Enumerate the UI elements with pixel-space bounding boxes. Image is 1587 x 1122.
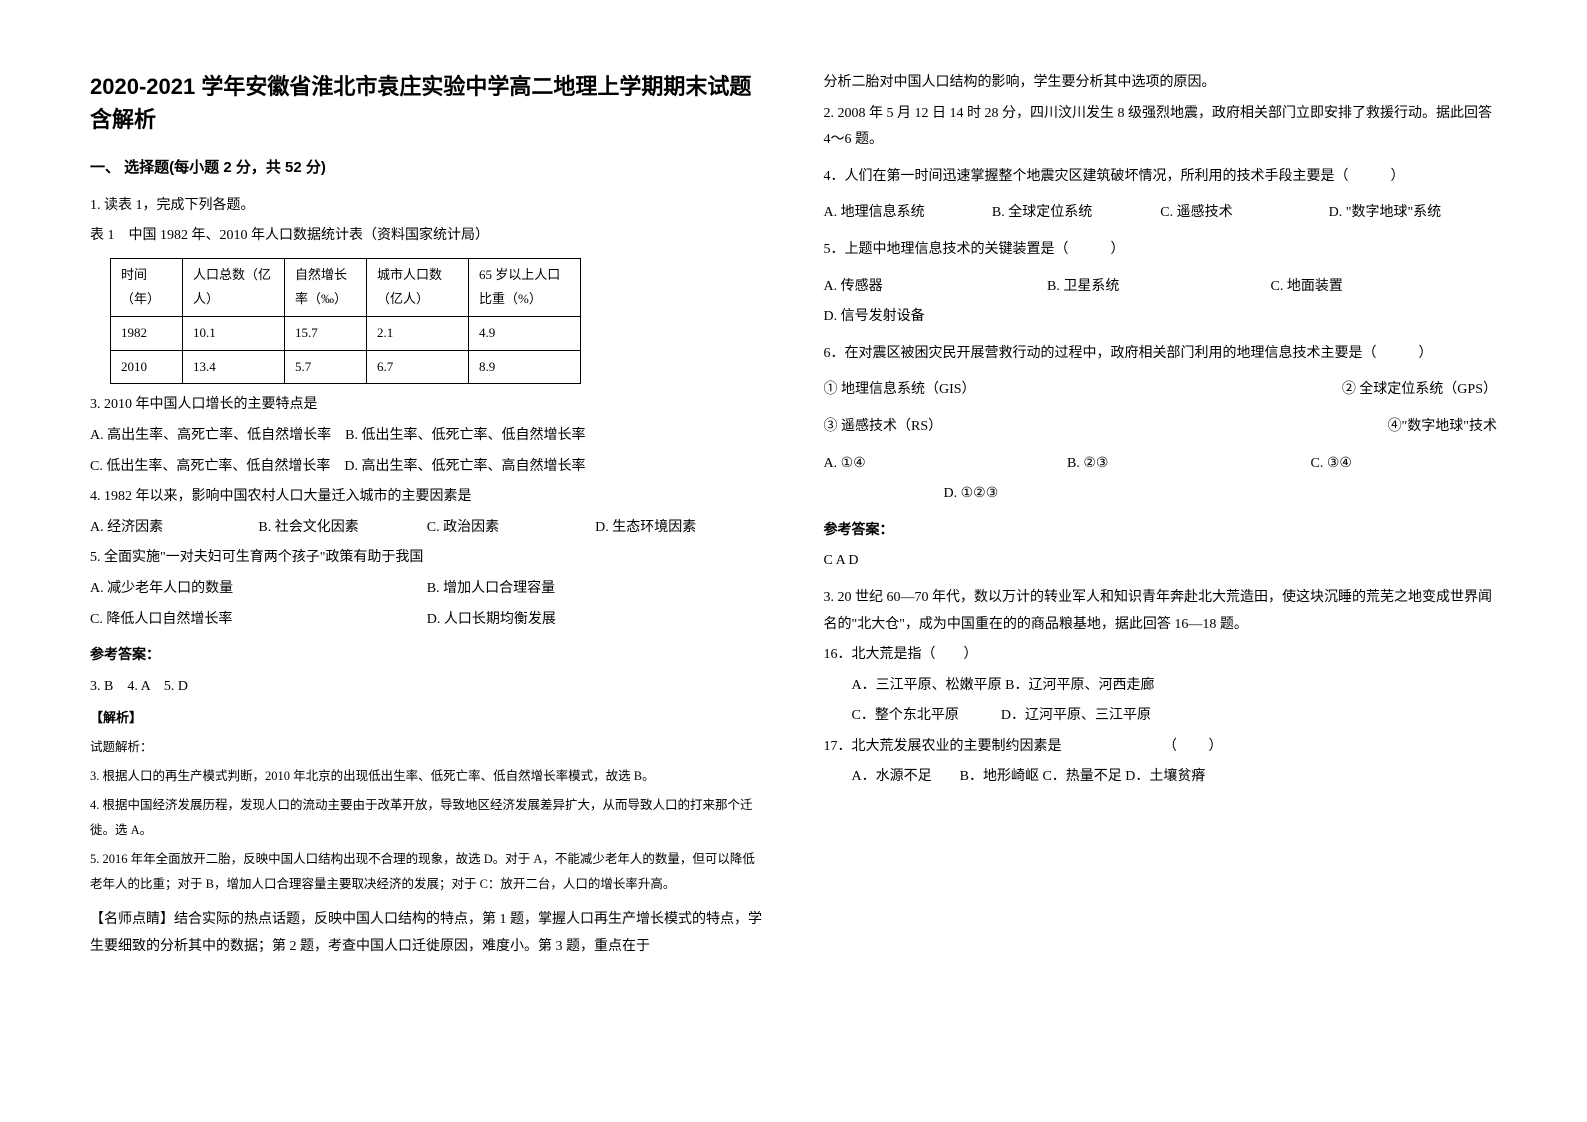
- option-b: B. 增加人口合理容量: [427, 576, 764, 603]
- table-header: 65 岁以上人口比重（%）: [469, 258, 581, 316]
- q3-intro-2: 3. 20 世纪 60—70 年代，数以万计的转业军人和知识青年奔赴北大荒造田，…: [824, 585, 1498, 638]
- q6-text: 6．在对震区被困灾民开展营救行动的过程中，政府相关部门利用的地理信息技术主要是（…: [824, 341, 1498, 368]
- analysis-5: 5. 2016 年年全面放开二胎，反映中国人口结构出现不合理的现象，故选 D。对…: [90, 847, 764, 897]
- option-b: B. 卫星系统: [1047, 274, 1267, 301]
- answer-heading: 参考答案：: [90, 641, 764, 668]
- option-b: B. 全球定位系统: [992, 200, 1160, 227]
- continuation: 分析二胎对中国人口结构的影响，学生要分析其中选项的原因。: [824, 70, 1498, 97]
- q4-options: A. 经济因素 B. 社会文化因素 C. 政治因素 D. 生态环境因素: [90, 515, 764, 542]
- table-header-row: 时间（年） 人口总数（亿人） 自然增长率（‰） 城市人口数（亿人） 65 岁以上…: [111, 258, 581, 316]
- option-d: D. 生态环境因素: [595, 515, 763, 542]
- population-table: 时间（年） 人口总数（亿人） 自然增长率（‰） 城市人口数（亿人） 65 岁以上…: [110, 258, 581, 385]
- table-header: 时间（年）: [111, 258, 183, 316]
- analysis-sub: 试题解析：: [90, 735, 764, 760]
- q4-text: 4．人们在第一时间迅速掌握整个地震灾区建筑破坏情况，所利用的技术手段主要是（ ）: [824, 164, 1498, 191]
- answer-heading-2: 参考答案：: [824, 516, 1498, 543]
- q16-option-ab: A．三江平原、松嫩平原 B．辽河平原、河西走廊: [824, 673, 1498, 700]
- item-2: ② 全球定位系统（GPS）: [1342, 377, 1497, 404]
- table-header: 自然增长率（‰）: [285, 258, 367, 316]
- main-title: 2020-2021 学年安徽省淮北市袁庄实验中学高二地理上学期期末试题含解析: [90, 70, 764, 136]
- q5-options-row1: A. 减少老年人口的数量 B. 增加人口合理容量: [90, 576, 764, 603]
- option-c: C. 降低人口自然增长率: [90, 607, 427, 634]
- option-a: A. 地理信息系统: [824, 200, 992, 227]
- q16-text: 16．北大荒是指（ ）: [824, 642, 1498, 669]
- analysis-4: 4. 根据中国经济发展历程，发现人口的流动主要由于改革开放，导致地区经济发展差异…: [90, 793, 764, 843]
- option-c: C. 政治因素: [427, 515, 595, 542]
- q5-options-row2: C. 降低人口自然增长率 D. 人口长期均衡发展: [90, 607, 764, 634]
- q16-option-cd: C．整个东北平原 D．辽河平原、三江平原: [824, 703, 1498, 730]
- q5-option-d: D. 信号发射设备 占: [824, 304, 1498, 331]
- table-cell: 8.9: [469, 350, 581, 384]
- option-a: A. 减少老年人口的数量: [90, 576, 427, 603]
- option-c: C. ③④: [1311, 456, 1352, 471]
- table-cell: 6.7: [367, 350, 469, 384]
- table-header: 城市人口数（亿人）: [367, 258, 469, 316]
- table-cell: 4.9: [469, 317, 581, 351]
- q4-text: 4. 1982 年以来，影响中国农村人口大量迁入城市的主要因素是: [90, 484, 764, 511]
- option-d: D. 信号发射设备: [824, 309, 925, 324]
- option-d: D. 人口长期均衡发展: [427, 607, 764, 634]
- answer-text: 3. B 4. A 5. D: [90, 674, 764, 701]
- table-cell: 5.7: [285, 350, 367, 384]
- q2-intro: 2. 2008 年 5 月 12 日 14 时 28 分，四川汶川发生 8 级强…: [824, 101, 1498, 154]
- option-d: D. ①②③: [944, 486, 999, 501]
- item-1: ① 地理信息系统（GIS）: [824, 377, 1342, 404]
- option-c: C. 地面装置: [1271, 279, 1343, 294]
- analysis-heading: 【解析】: [90, 706, 764, 731]
- option-a: A. ①④: [824, 451, 1064, 478]
- table-caption: 表 1 中国 1982 年、2010 年人口数据统计表（资料国家统计局）: [90, 223, 764, 250]
- q3-option-ab: A. 高出生率、高死亡率、低自然增长率 B. 低出生率、低死亡率、低自然增长率: [90, 423, 764, 450]
- answer-text-2: C A D: [824, 548, 1498, 575]
- q5-options: A. 传感器 B. 卫星系统 C. 地面装置: [824, 274, 1498, 301]
- table-cell: 10.1: [183, 317, 285, 351]
- q6-items-row2: ③ 遥感技术（RS） ④"数字地球"技术: [824, 414, 1498, 441]
- table-cell: 2010: [111, 350, 183, 384]
- q6-option-d: D. ①②③: [824, 481, 1498, 508]
- table-header: 人口总数（亿人）: [183, 258, 285, 316]
- table-cell: 1982: [111, 317, 183, 351]
- item-4: ④"数字地球"技术: [1388, 414, 1497, 441]
- option-d: D. "数字地球"系统: [1329, 200, 1497, 227]
- q17-options: A．水源不足 B．地形崎岖 C．热量不足 D．土壤贫瘠: [824, 764, 1498, 791]
- table-row: 2010 13.4 5.7 6.7 8.9: [111, 350, 581, 384]
- q6-items-row1: ① 地理信息系统（GIS） ② 全球定位系统（GPS）: [824, 377, 1498, 404]
- q1-intro: 1. 读表 1，完成下列各题。: [90, 193, 764, 220]
- option-a: A. 传感器: [824, 274, 1044, 301]
- left-column: 2020-2021 学年安徽省淮北市袁庄实验中学高二地理上学期期末试题含解析 一…: [90, 70, 764, 964]
- q3-option-cd: C. 低出生率、高死亡率、低自然增长率 D. 高出生率、低死亡率、高自然增长率: [90, 454, 764, 481]
- q17-text: 17．北大荒发展农业的主要制约因素是 （ ）: [824, 734, 1498, 761]
- analysis-3: 3. 根据人口的再生产模式判断，2010 年北京的出现低出生率、低死亡率、低自然…: [90, 764, 764, 789]
- option-b: B. 社会文化因素: [258, 515, 426, 542]
- q5-text: 5. 全面实施"一对夫妇可生育两个孩子"政策有助于我国: [90, 545, 764, 572]
- option-c: C. 遥感技术: [1160, 200, 1328, 227]
- teacher-note: 【名师点睛】结合实际的热点话题，反映中国人口结构的特点，第 1 题，掌握人口再生…: [90, 907, 764, 960]
- table-cell: 15.7: [285, 317, 367, 351]
- table-row: 1982 10.1 15.7 2.1 4.9: [111, 317, 581, 351]
- q3-text: 3. 2010 年中国人口增长的主要特点是: [90, 392, 764, 419]
- section-heading: 一、 选择题(每小题 2 分，共 52 分): [90, 154, 764, 183]
- table-cell: 2.1: [367, 317, 469, 351]
- q6-options: A. ①④ B. ②③ C. ③④: [824, 451, 1498, 478]
- item-3: ③ 遥感技术（RS）: [824, 414, 1388, 441]
- table-cell: 13.4: [183, 350, 285, 384]
- page-container: 2020-2021 学年安徽省淮北市袁庄实验中学高二地理上学期期末试题含解析 一…: [90, 70, 1497, 964]
- option-a: A. 经济因素: [90, 515, 258, 542]
- q4-options: A. 地理信息系统 B. 全球定位系统 C. 遥感技术 D. "数字地球"系统: [824, 200, 1498, 227]
- option-b: B. ②③: [1067, 451, 1307, 478]
- q5-text: 5．上题中地理信息技术的关键装置是（ ）: [824, 237, 1498, 264]
- right-column: 分析二胎对中国人口结构的影响，学生要分析其中选项的原因。 2. 2008 年 5…: [824, 70, 1498, 964]
